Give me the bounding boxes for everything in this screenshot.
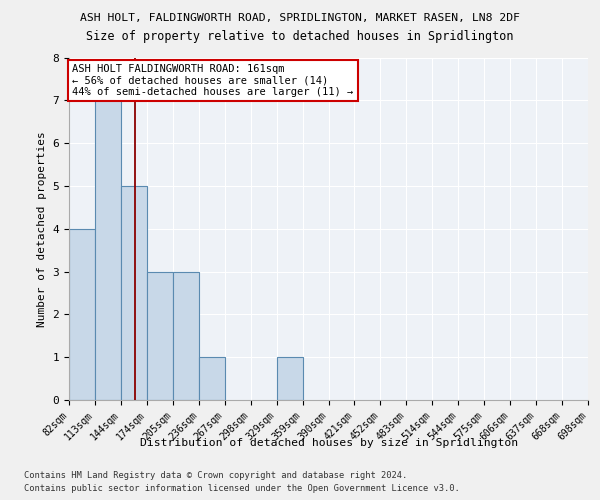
Text: Size of property relative to detached houses in Spridlington: Size of property relative to detached ho…	[86, 30, 514, 43]
Bar	[121, 186, 147, 400]
Text: Distribution of detached houses by size in Spridlington: Distribution of detached houses by size …	[140, 438, 518, 448]
Bar	[69, 229, 95, 400]
Bar	[147, 272, 173, 400]
Text: ASH HOLT FALDINGWORTH ROAD: 161sqm
← 56% of detached houses are smaller (14)
44%: ASH HOLT FALDINGWORTH ROAD: 161sqm ← 56%…	[73, 64, 353, 97]
Y-axis label: Number of detached properties: Number of detached properties	[37, 131, 47, 326]
Bar	[95, 100, 121, 400]
Text: Contains HM Land Registry data © Crown copyright and database right 2024.: Contains HM Land Registry data © Crown c…	[24, 471, 407, 480]
Text: Contains public sector information licensed under the Open Government Licence v3: Contains public sector information licen…	[24, 484, 460, 493]
Bar	[173, 272, 199, 400]
Text: ASH HOLT, FALDINGWORTH ROAD, SPRIDLINGTON, MARKET RASEN, LN8 2DF: ASH HOLT, FALDINGWORTH ROAD, SPRIDLINGTO…	[80, 12, 520, 22]
Bar	[199, 357, 224, 400]
Bar	[277, 357, 302, 400]
